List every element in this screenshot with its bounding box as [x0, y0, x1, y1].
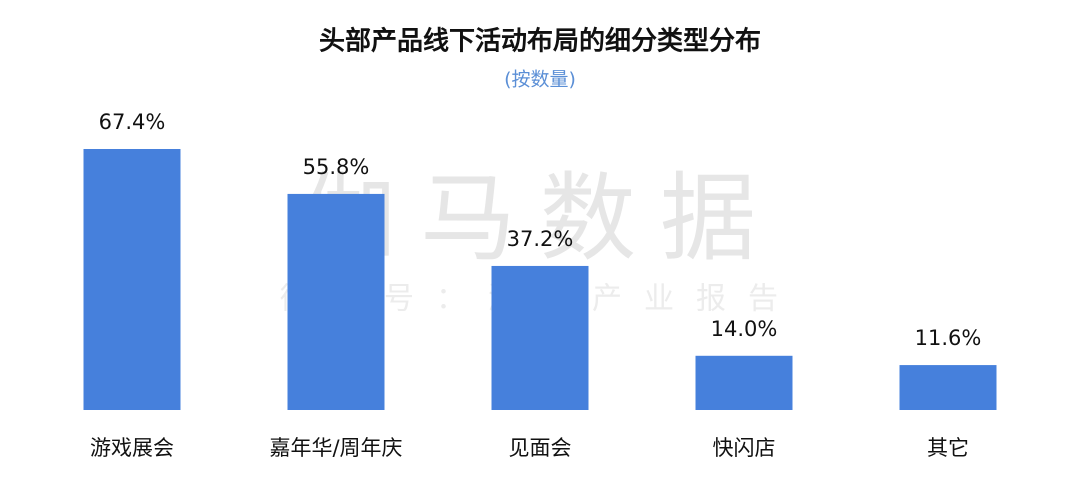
bar: [899, 365, 997, 410]
x-tick-label: 游戏展会: [90, 436, 174, 460]
value-label: 14.0%: [711, 317, 778, 341]
x-tick-label: 嘉年华/周年庆: [269, 436, 402, 460]
bar: [83, 149, 181, 410]
x-tick-label: 快闪店: [713, 436, 776, 460]
value-label: 55.8%: [303, 155, 370, 179]
value-label: 11.6%: [915, 326, 982, 350]
bar: [287, 193, 385, 410]
chart-subtitle: (按数量): [504, 69, 576, 91]
chart-title: 头部产品线下活动布局的细分类型分布: [319, 26, 761, 57]
x-tick-label: 其它: [927, 436, 969, 460]
value-label: 67.4%: [99, 110, 166, 134]
x-tick-label: 见面会: [509, 436, 572, 460]
bar: [695, 355, 793, 410]
value-label: 37.2%: [507, 227, 574, 251]
bar: [491, 265, 589, 410]
